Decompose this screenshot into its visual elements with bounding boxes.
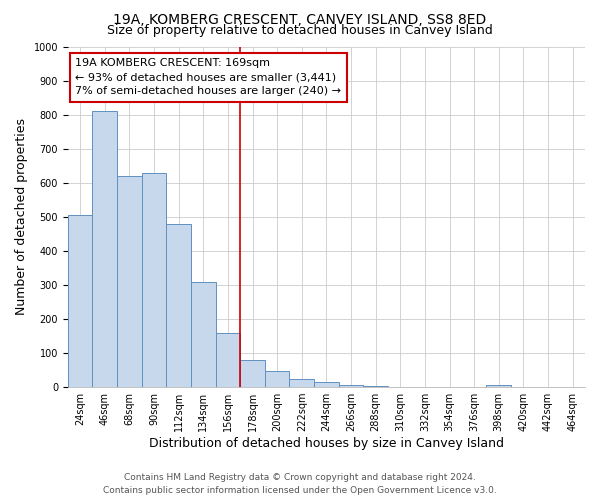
Bar xyxy=(68,215,92,387)
Bar xyxy=(191,282,215,387)
Text: Size of property relative to detached houses in Canvey Island: Size of property relative to detached ho… xyxy=(107,24,493,37)
Bar xyxy=(142,172,166,387)
Bar xyxy=(364,386,388,387)
Bar xyxy=(339,386,364,387)
Bar xyxy=(240,360,265,387)
X-axis label: Distribution of detached houses by size in Canvey Island: Distribution of detached houses by size … xyxy=(149,437,504,450)
Bar xyxy=(289,378,314,387)
Text: Contains HM Land Registry data © Crown copyright and database right 2024.
Contai: Contains HM Land Registry data © Crown c… xyxy=(103,474,497,495)
Bar xyxy=(117,176,142,387)
Text: 19A KOMBERG CRESCENT: 169sqm
← 93% of detached houses are smaller (3,441)
7% of : 19A KOMBERG CRESCENT: 169sqm ← 93% of de… xyxy=(75,58,341,96)
Bar xyxy=(215,332,240,387)
Y-axis label: Number of detached properties: Number of detached properties xyxy=(15,118,28,316)
Bar xyxy=(92,111,117,387)
Bar xyxy=(166,224,191,387)
Bar xyxy=(265,371,289,387)
Text: 19A, KOMBERG CRESCENT, CANVEY ISLAND, SS8 8ED: 19A, KOMBERG CRESCENT, CANVEY ISLAND, SS… xyxy=(113,12,487,26)
Bar xyxy=(487,386,511,387)
Bar xyxy=(314,382,339,387)
